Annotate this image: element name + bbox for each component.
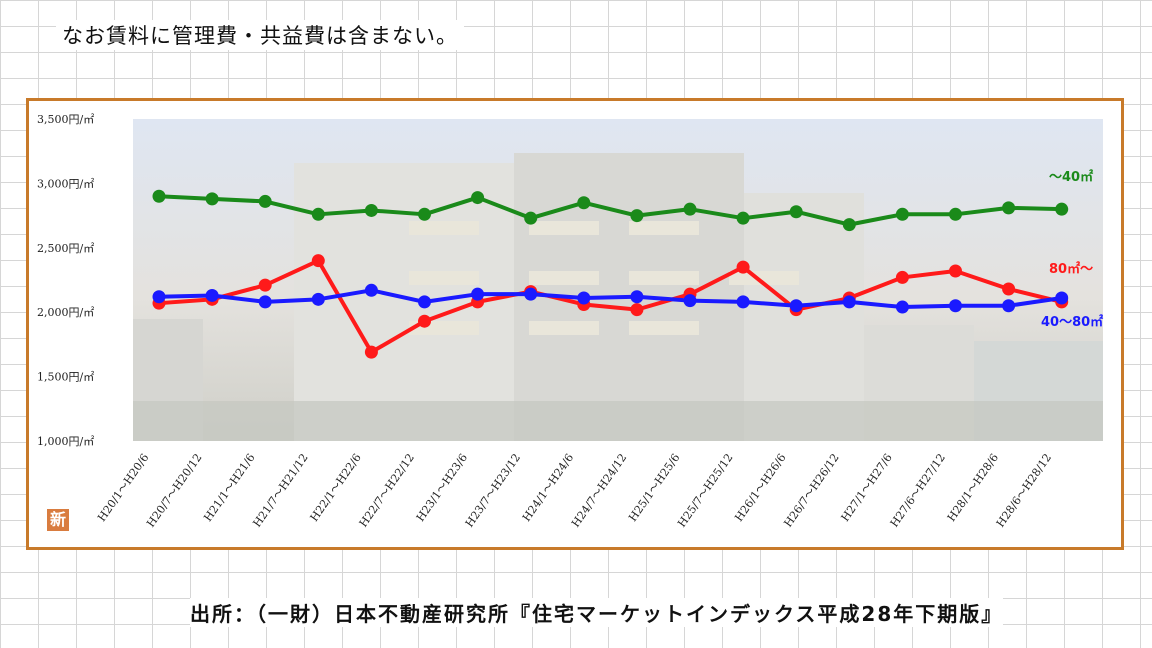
- data-point: [1055, 291, 1069, 305]
- data-point: [364, 283, 378, 297]
- data-point: [630, 290, 644, 304]
- data-point: [949, 207, 962, 221]
- x-tick-label: H20/1～H20/6: [95, 451, 151, 524]
- data-point: [524, 287, 538, 301]
- x-tick-label: H25/1～H25/6: [626, 451, 682, 524]
- x-tick-label: H20/7～H20/12: [144, 451, 204, 529]
- data-point: [895, 300, 909, 314]
- data-point: [630, 303, 644, 317]
- line-chart: 3,500円/㎡ 3,000円/㎡ 2,500円/㎡ 2,000円/㎡ 1,500円/㎡…: [37, 113, 1103, 530]
- data-point: [895, 207, 909, 221]
- data-point: [736, 260, 750, 274]
- data-point: [1002, 201, 1016, 215]
- series-label: 40～80㎡: [1041, 314, 1103, 330]
- y-tick-label: 2,000円/㎡: [37, 306, 94, 319]
- data-point: [205, 288, 219, 302]
- series-line: [158, 258, 1063, 355]
- data-point: [577, 291, 591, 305]
- chart-frame: 3,500円/㎡ 3,000円/㎡ 2,500円/㎡ 2,000円/㎡ 1,500円/㎡…: [26, 98, 1124, 550]
- y-tick-label: 1,000円/㎡: [37, 435, 94, 448]
- chart-series: ～40㎡ 80㎡～ 40～80㎡: [152, 169, 1103, 359]
- x-tick-label: H24/1～H24/6: [520, 451, 576, 524]
- data-point: [577, 196, 591, 210]
- series-line: [158, 288, 1062, 310]
- data-point: [471, 287, 485, 301]
- data-point: [1002, 282, 1016, 296]
- data-point: [949, 264, 962, 278]
- data-point: [364, 345, 378, 359]
- data-point: [842, 295, 856, 309]
- data-point: [683, 202, 697, 216]
- data-point: [842, 218, 856, 232]
- data-point: [471, 191, 485, 205]
- x-tick-label: H22/1～H22/6: [308, 451, 364, 524]
- data-point: [949, 299, 962, 313]
- data-point: [1055, 202, 1069, 216]
- y-tick-label: 3,000円/㎡: [37, 177, 94, 190]
- data-point: [418, 207, 431, 221]
- data-point: [418, 314, 431, 328]
- data-point: [258, 278, 272, 292]
- x-tick-label: H27/6～H27/12: [888, 451, 948, 529]
- x-tick-label: H21/7～H21/12: [250, 451, 310, 529]
- new-badge: 新: [47, 509, 69, 531]
- data-point: [524, 211, 538, 225]
- x-tick-label: H27/1～H27/6: [839, 451, 895, 524]
- x-tick-label: H26/7～H26/12: [781, 451, 841, 529]
- data-point: [152, 290, 166, 304]
- series-line: [158, 194, 1062, 227]
- x-tick-label: H23/7～H23/12: [463, 451, 523, 529]
- data-point: [683, 294, 697, 308]
- series-label: ～40㎡: [1049, 169, 1093, 185]
- x-tick-label: H25/7～H25/12: [675, 451, 735, 529]
- data-point: [311, 207, 325, 221]
- data-point: [418, 295, 431, 309]
- data-point: [311, 254, 325, 268]
- x-tick-label: H22/7～H22/12: [357, 451, 417, 529]
- data-point: [1002, 299, 1016, 313]
- x-tick-label: H23/1～H23/6: [414, 451, 470, 524]
- series-label: 80㎡～: [1049, 261, 1093, 277]
- x-tick-label: H21/1～H21/6: [201, 451, 257, 524]
- data-point: [789, 205, 803, 219]
- note-text: なお賃料に管理費・共益費は含まない。: [56, 20, 464, 50]
- data-point: [152, 189, 166, 203]
- data-point: [895, 270, 909, 284]
- x-tick-label: H24/7～H24/12: [569, 451, 629, 529]
- y-tick-label: 2,500円/㎡: [37, 242, 94, 255]
- data-point: [736, 295, 750, 309]
- y-tick-label: 1,500円/㎡: [37, 371, 94, 384]
- x-tick-label: H28/1～H28/6: [945, 451, 1001, 524]
- data-point: [736, 211, 750, 225]
- source-text: 出所：（一財）日本不動産研究所『住宅マーケットインデックス平成28年下期版』: [190, 598, 1004, 627]
- data-point: [630, 209, 644, 223]
- data-point: [258, 194, 272, 208]
- x-tick-label: H28/6～H28/12: [994, 451, 1054, 529]
- y-tick-label: 3,500円/㎡: [37, 113, 94, 126]
- building-photo-background: [133, 119, 1103, 441]
- data-point: [789, 299, 803, 313]
- data-point: [258, 295, 272, 309]
- data-point: [364, 203, 378, 217]
- data-point: [205, 192, 219, 206]
- x-tick-label: H26/1～H26/6: [732, 451, 788, 524]
- data-point: [311, 292, 325, 306]
